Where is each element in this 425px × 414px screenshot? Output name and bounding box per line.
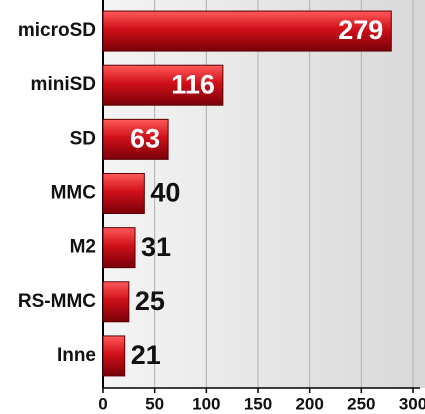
- y-tick-label: Inne: [57, 345, 96, 366]
- y-tick-label: microSD: [18, 20, 96, 41]
- x-tick-label: 0: [98, 394, 107, 413]
- value-label: 279: [338, 15, 383, 45]
- y-tick-label: MMC: [51, 183, 97, 204]
- bar: [102, 173, 145, 214]
- y-tick-label: M2: [70, 237, 96, 258]
- value-label: 25: [135, 286, 165, 316]
- plot-background: [103, 0, 425, 388]
- x-tick-label: 150: [244, 394, 272, 413]
- value-label: 63: [130, 123, 160, 153]
- y-tick-label: RS-MMC: [18, 291, 96, 312]
- x-tick-label: 200: [295, 394, 323, 413]
- x-tick-label: 50: [145, 394, 164, 413]
- x-tick-label: 100: [192, 394, 220, 413]
- y-tick-label: miniSD: [31, 74, 96, 95]
- bar: [102, 10, 392, 52]
- bar: [102, 335, 126, 377]
- x-tick-label: 300: [399, 394, 425, 413]
- x-tick-label: 250: [347, 394, 375, 413]
- bar: [102, 64, 224, 106]
- bar: [102, 227, 136, 269]
- value-label: 31: [141, 232, 171, 262]
- value-label: 21: [131, 340, 161, 370]
- bar: [102, 281, 130, 323]
- bar: [102, 118, 169, 160]
- y-tick-label: SD: [70, 128, 96, 149]
- value-label: 40: [150, 178, 180, 208]
- value-label: 116: [171, 69, 215, 99]
